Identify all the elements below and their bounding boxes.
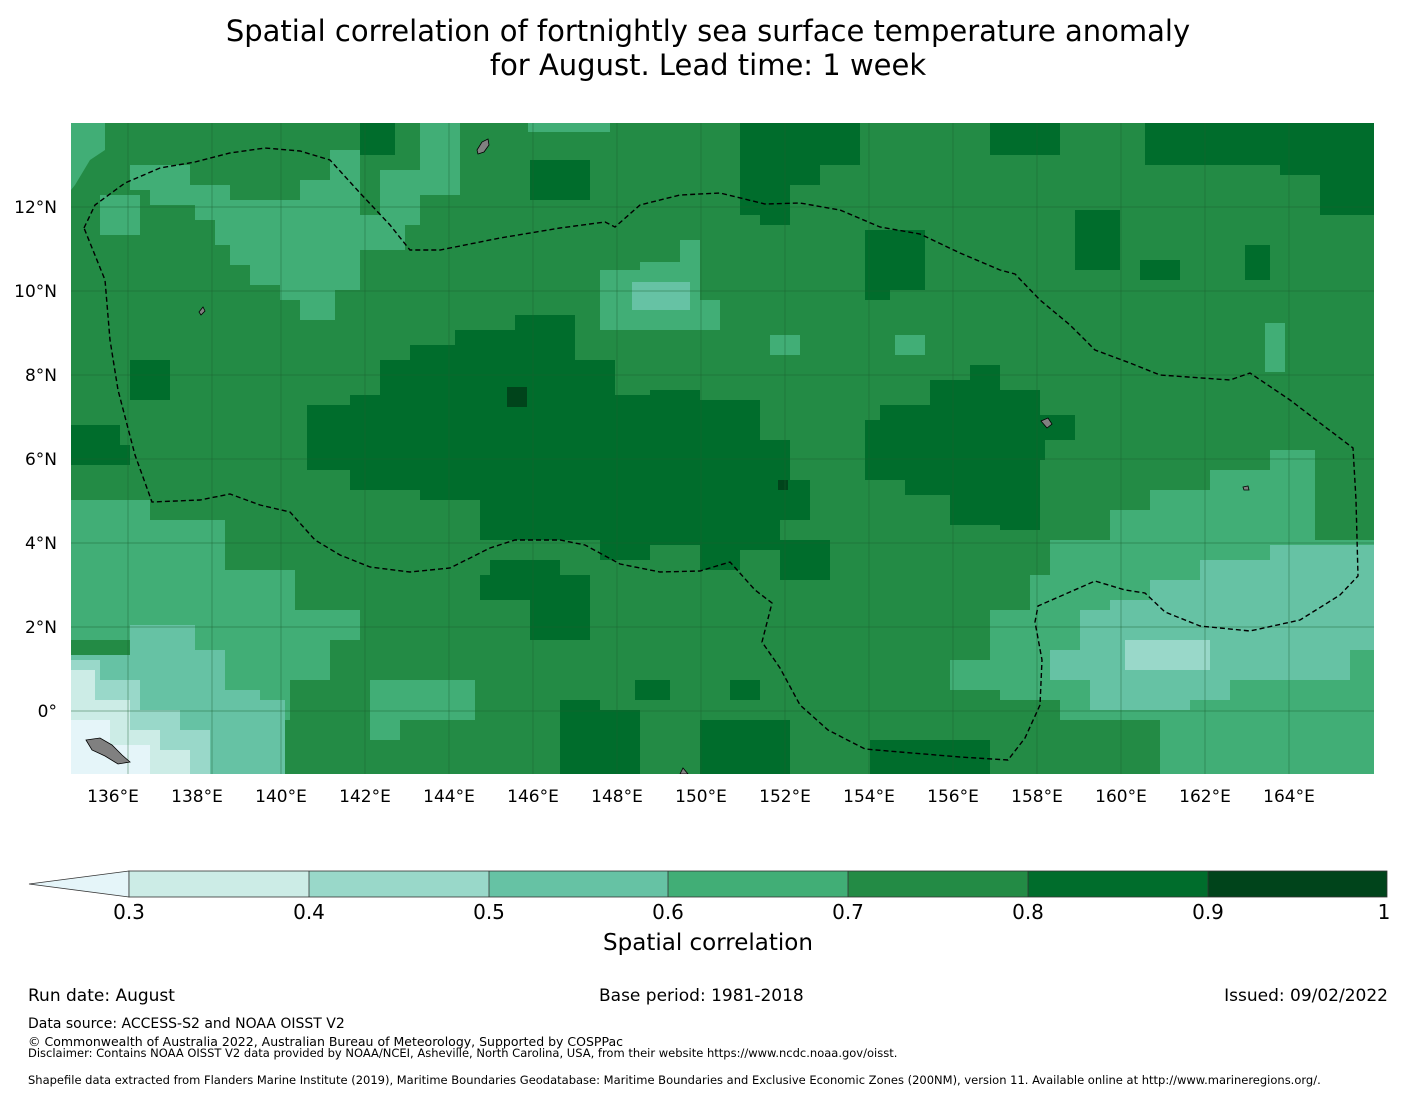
lon-tick: 148°E (591, 787, 643, 807)
colorbar-tick: 0.8 (1012, 900, 1044, 924)
lon-tick: 142°E (339, 787, 391, 807)
lon-tick: 150°E (675, 787, 727, 807)
copyright: © Commonwealth of Australia 2022, Austra… (28, 1034, 623, 1049)
colorbar-swatch (1208, 871, 1387, 897)
lon-tick: 146°E (507, 787, 559, 807)
png-islands (679, 767, 689, 774)
land-masses (85, 138, 1250, 774)
lat-tick: 4°N (25, 534, 57, 554)
new-guinea-coast (85, 737, 131, 765)
colorbar-swatch (309, 871, 489, 897)
lon-tick: 154°E (843, 787, 895, 807)
lon-tick: 140°E (255, 787, 307, 807)
colorbar-tick: 0.4 (293, 900, 325, 924)
colorbar-swatch (1028, 871, 1208, 897)
lat-tick: 2°N (25, 618, 57, 638)
issued-date: Issued: 09/02/2022 (1224, 986, 1388, 1006)
lat-tick: 8°N (25, 366, 57, 386)
field-0.8-0.9 (71, 123, 1374, 774)
colorbar-tick: 1 (1377, 900, 1391, 924)
lon-tick: 164°E (1263, 787, 1315, 807)
lon-tick: 144°E (423, 787, 475, 807)
axis-ticks: 0° 2°N 4°N 6°N 8°N 10°N 12°N 136°E 138°E… (14, 198, 1315, 807)
eez-boundary (83, 147, 1359, 761)
colorbar-label: Spatial correlation (603, 930, 813, 956)
field-0.9-1 (507, 387, 788, 490)
lat-tick: 0° (38, 702, 57, 722)
lat-tick: 6°N (25, 450, 57, 470)
colorbar-swatch (129, 871, 309, 897)
shapefile-credit: Shapefile data extracted from Flanders M… (28, 1073, 1321, 1087)
gridlines (71, 123, 1374, 774)
colorbar-tick: 0.3 (113, 900, 145, 924)
colorbar-swatch (489, 871, 668, 897)
pohnpei-island (1040, 417, 1053, 429)
colorbar-swatch (668, 871, 848, 897)
lon-tick: 158°E (1011, 787, 1063, 807)
colorbar-tick: 0.7 (832, 900, 864, 924)
colorbar-tick: 0.6 (652, 900, 684, 924)
lon-tick: 138°E (171, 787, 223, 807)
kosrae-island (1242, 485, 1250, 491)
colorbar-tick: 0.5 (473, 900, 505, 924)
lat-tick: 12°N (14, 198, 57, 218)
disclaimer: Disclaimer: Contains NOAA OISST V2 data … (28, 1046, 898, 1060)
title-line-2: for August. Lead time: 1 week (489, 48, 927, 82)
palau-island (198, 306, 206, 316)
lon-tick: 152°E (759, 787, 811, 807)
colorbar-swatch (848, 871, 1028, 897)
lon-tick: 136°E (87, 787, 139, 807)
lat-tick: 10°N (14, 282, 57, 302)
colorbar-extend-arrow (28, 870, 130, 898)
run-date: Run date: August (28, 986, 175, 1006)
lon-tick: 156°E (927, 787, 979, 807)
colorbar (28, 870, 1388, 898)
base-period: Base period: 1981-2018 (599, 986, 804, 1006)
guam-island (476, 138, 490, 155)
lon-tick: 160°E (1095, 787, 1147, 807)
lon-tick: 162°E (1179, 787, 1231, 807)
data-source: Data source: ACCESS-S2 and NOAA OISST V2 (28, 1016, 345, 1032)
title-line-1: Spatial correlation of fortnightly sea s… (225, 14, 1191, 48)
map-title: Spatial correlation of fortnightly sea s… (0, 14, 1416, 82)
colorbar-tick: 0.9 (1192, 900, 1224, 924)
